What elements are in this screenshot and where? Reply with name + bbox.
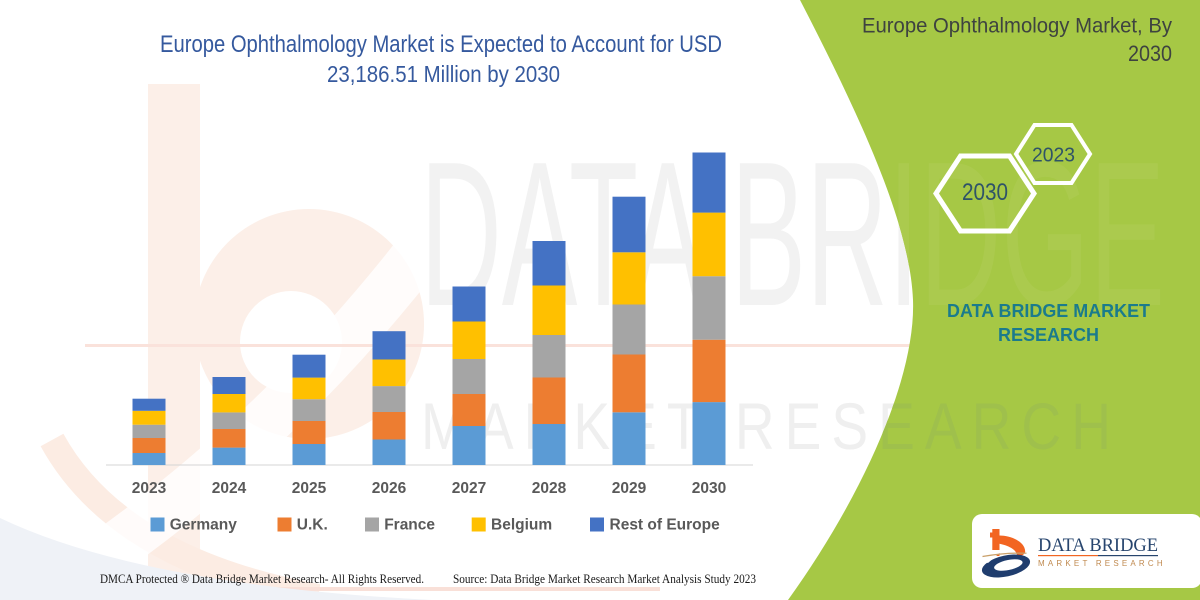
svg-text:2030: 2030: [692, 480, 726, 497]
svg-text:2023: 2023: [132, 480, 167, 497]
svg-text:2026: 2026: [372, 480, 407, 497]
svg-text:2025: 2025: [292, 480, 327, 497]
svg-text:DATA BRIDGE MARKET: DATA BRIDGE MARKET: [947, 301, 1150, 321]
svg-text:2027: 2027: [452, 480, 486, 497]
svg-text:DMCA Protected ® Data Bridge M: DMCA Protected ® Data Bridge Market Rese…: [100, 572, 424, 586]
svg-text:Belgium: Belgium: [491, 517, 552, 534]
svg-text:2023: 2023: [1032, 144, 1075, 167]
svg-text:RESEARCH: RESEARCH: [998, 325, 1099, 345]
svg-text:2029: 2029: [612, 480, 647, 497]
svg-text:Europe Ophthalmology Market, B: Europe Ophthalmology Market, By: [862, 15, 1172, 38]
svg-text:23,186.51 Million by 2030: 23,186.51 Million by 2030: [327, 61, 560, 87]
svg-text:Europe Ophthalmology Market is: Europe Ophthalmology Market is Expected …: [160, 31, 722, 58]
svg-text:2030: 2030: [1128, 41, 1172, 66]
svg-text:Rest of Europe: Rest of Europe: [610, 517, 721, 534]
svg-text:Source: Data Bridge Market Res: Source: Data Bridge Market Research Mark…: [453, 572, 756, 586]
svg-text:DATA BRIDGE: DATA BRIDGE: [1038, 535, 1158, 556]
svg-text:U.K.: U.K.: [297, 517, 328, 534]
svg-text:2028: 2028: [532, 480, 567, 497]
svg-text:2024: 2024: [212, 480, 247, 497]
svg-text:MARKET RESEARCH: MARKET RESEARCH: [1038, 559, 1166, 568]
svg-text:2030: 2030: [962, 179, 1008, 206]
svg-text:France: France: [384, 517, 435, 534]
svg-text:Germany: Germany: [170, 517, 238, 534]
svg-text:DATA BRIDGE: DATA BRIDGE: [420, 119, 1165, 349]
svg-text:MARKET RESEARCH: MARKET RESEARCH: [421, 389, 1121, 463]
